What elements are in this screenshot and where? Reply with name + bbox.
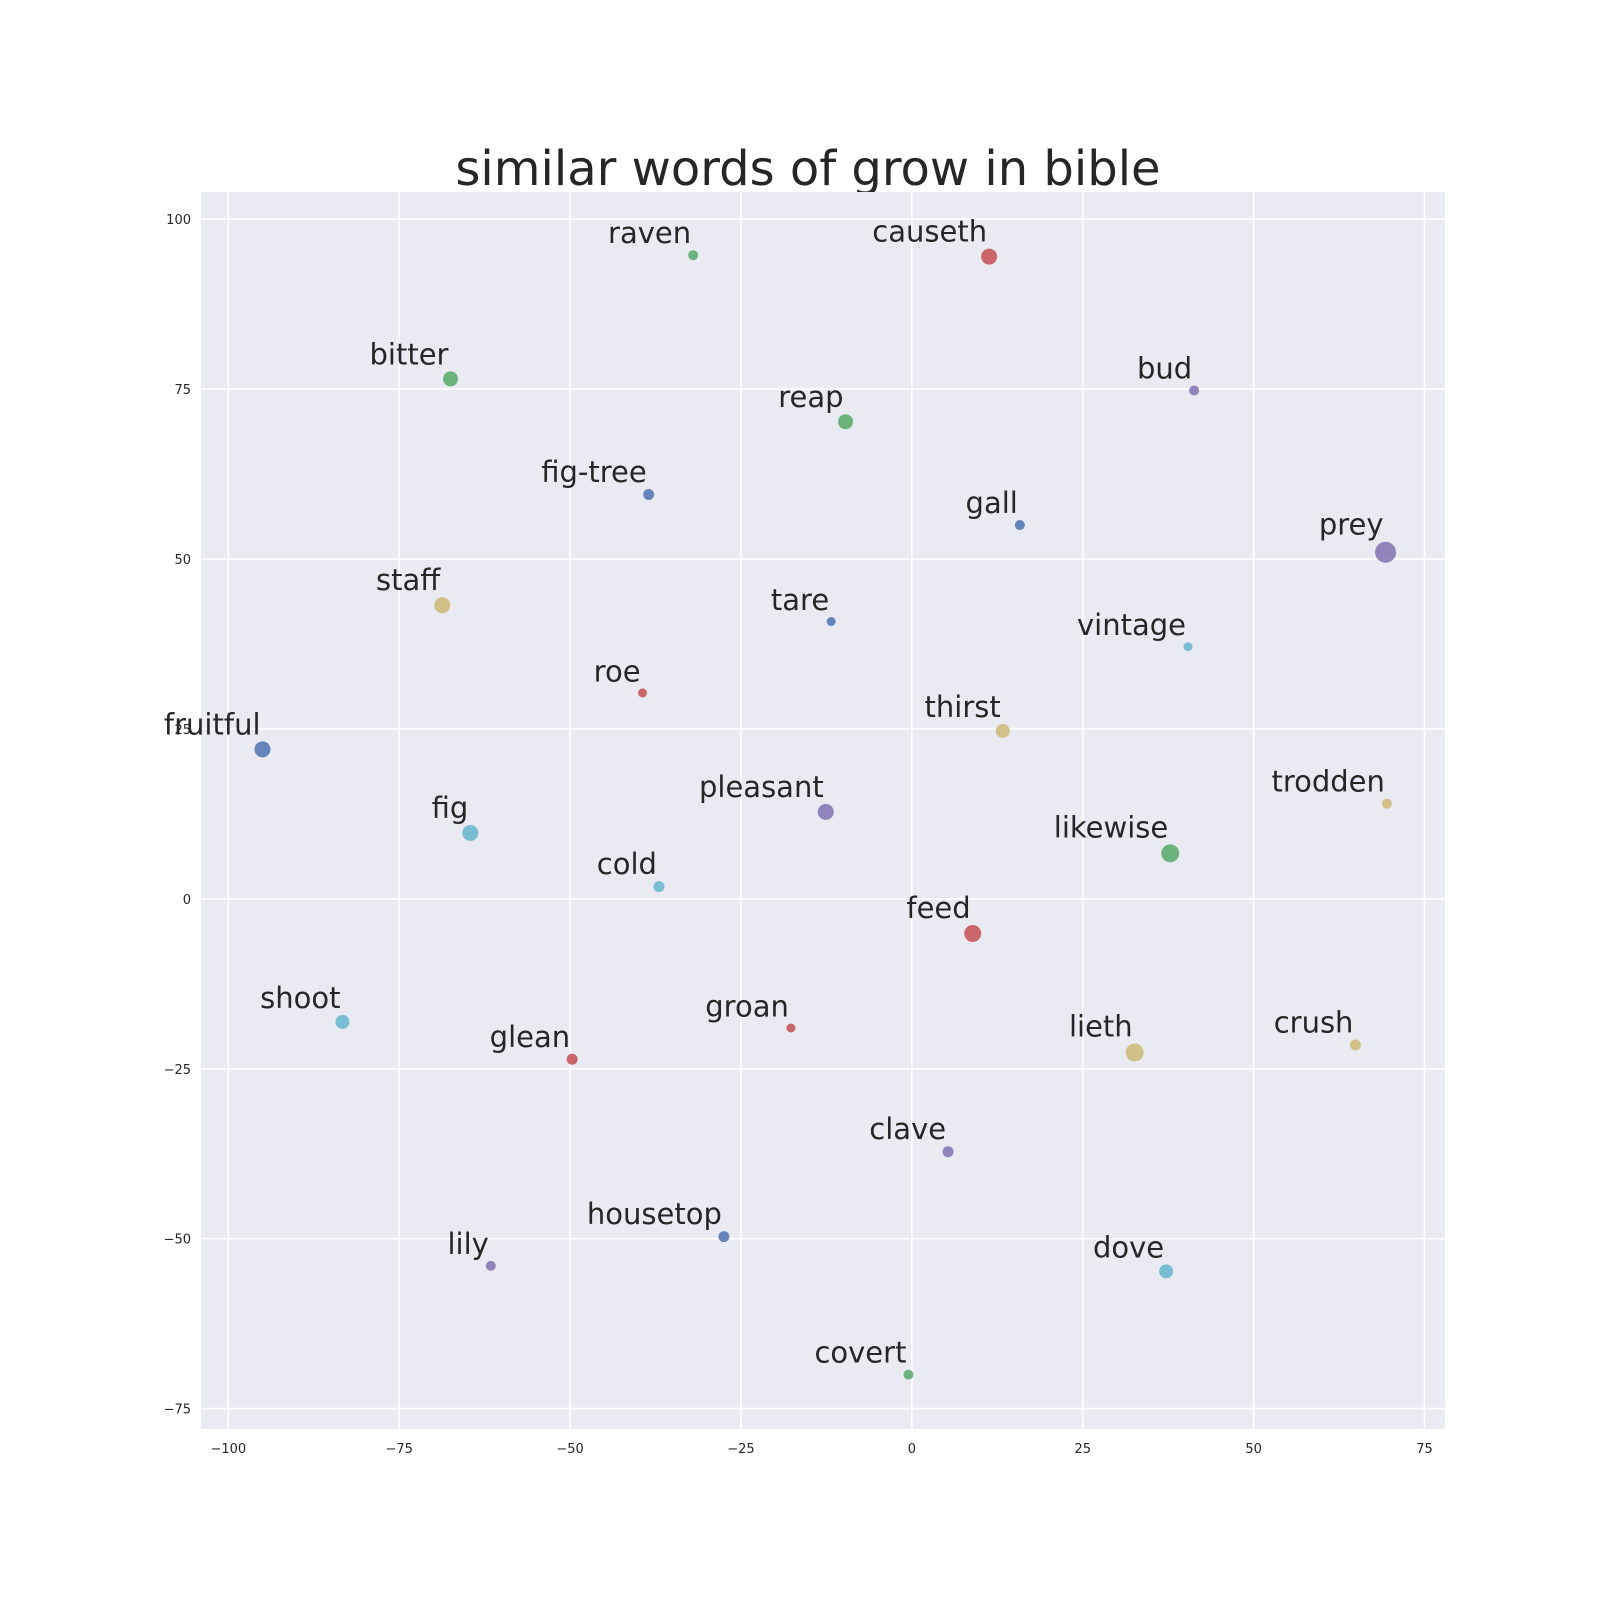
label-fig: fig — [432, 791, 469, 825]
label-bud: bud — [1137, 351, 1192, 385]
point-thirst — [995, 723, 1010, 738]
label-raven: raven — [608, 216, 691, 250]
label-roe: roe — [594, 654, 641, 688]
point-pleasant — [817, 803, 834, 820]
x-tick-label: 0 — [908, 1442, 916, 1457]
point-shoot — [335, 1014, 350, 1029]
x-tick-label: 50 — [1245, 1442, 1262, 1457]
point-staff — [434, 597, 451, 614]
point-bud — [1189, 385, 1200, 396]
point-fig — [462, 824, 479, 841]
label-crush: crush — [1274, 1005, 1354, 1039]
label-fruitful: fruitful — [164, 707, 261, 741]
grid — [201, 192, 1445, 1429]
label-groan: groan — [705, 989, 789, 1023]
label-reap: reap — [778, 380, 843, 414]
point-bitter — [442, 371, 458, 387]
x-tick-label: −25 — [727, 1442, 754, 1457]
point-housetop — [718, 1231, 730, 1243]
label-thirst: thirst — [925, 690, 1001, 724]
x-tick-label: −75 — [386, 1442, 413, 1457]
point-causeth — [981, 248, 998, 265]
label-housetop: housetop — [587, 1197, 722, 1231]
point-trodden — [1381, 798, 1392, 809]
point-raven — [688, 250, 699, 261]
x-tick-label: −100 — [210, 1442, 246, 1457]
point-roe — [638, 688, 648, 698]
label-tare: tare — [771, 583, 829, 617]
y-tick-label: −75 — [164, 1403, 191, 1418]
point-prey — [1375, 541, 1397, 563]
word-labels: raven causeth bitter bud reap fig-tree gall pre… — [164, 215, 1385, 1370]
label-fig-tree: fig-tree — [541, 455, 646, 489]
y-axis-ticks: 100 75 50 25 0 −25 −50 −75 — [164, 213, 191, 1417]
point-lieth — [1125, 1043, 1144, 1062]
y-tick-label: 100 — [166, 213, 191, 228]
point-cold — [653, 881, 665, 893]
point-feed — [964, 925, 982, 943]
label-cold: cold — [597, 847, 657, 881]
point-glean — [566, 1053, 578, 1065]
label-clave: clave — [869, 1112, 946, 1146]
label-vintage: vintage — [1077, 608, 1186, 642]
label-glean: glean — [490, 1020, 570, 1054]
point-fruitful — [254, 741, 271, 758]
label-covert: covert — [814, 1336, 906, 1370]
y-tick-label: 50 — [174, 553, 191, 568]
label-feed: feed — [906, 891, 970, 925]
point-fig-tree — [643, 488, 655, 500]
chart-title: similar words of grow in bible — [455, 141, 1160, 197]
label-staff: staff — [376, 563, 441, 597]
y-tick-label: −25 — [164, 1063, 191, 1078]
label-causeth: causeth — [872, 215, 987, 249]
point-clave — [942, 1146, 954, 1158]
point-tare — [826, 617, 836, 627]
label-lily: lily — [447, 1227, 488, 1261]
y-tick-label: 25 — [174, 723, 191, 738]
x-tick-label: −50 — [556, 1442, 583, 1457]
label-shoot: shoot — [260, 981, 340, 1015]
point-reap — [838, 414, 854, 430]
label-lieth: lieth — [1069, 1009, 1133, 1043]
x-axis-ticks: −100 −75 −50 −25 0 25 50 75 — [210, 1442, 1432, 1457]
y-tick-label: −50 — [164, 1233, 191, 1248]
label-likewise: likewise — [1054, 810, 1168, 844]
point-likewise — [1161, 844, 1180, 863]
label-bitter: bitter — [369, 337, 448, 371]
label-gall: gall — [966, 486, 1018, 520]
point-groan — [786, 1023, 796, 1033]
point-covert — [903, 1369, 914, 1380]
label-pleasant: pleasant — [699, 770, 824, 804]
label-dove: dove — [1093, 1230, 1164, 1264]
x-tick-label: 25 — [1074, 1442, 1091, 1457]
data-points — [254, 248, 1397, 1380]
label-trodden: trodden — [1271, 765, 1384, 799]
y-tick-label: 75 — [174, 383, 191, 398]
point-gall — [1014, 520, 1025, 531]
point-dove — [1159, 1264, 1174, 1279]
y-tick-label: 0 — [183, 893, 191, 908]
x-tick-label: 75 — [1416, 1442, 1433, 1457]
point-crush — [1349, 1039, 1361, 1051]
point-lily — [485, 1260, 496, 1271]
point-vintage — [1183, 642, 1193, 652]
label-prey: prey — [1319, 508, 1384, 542]
